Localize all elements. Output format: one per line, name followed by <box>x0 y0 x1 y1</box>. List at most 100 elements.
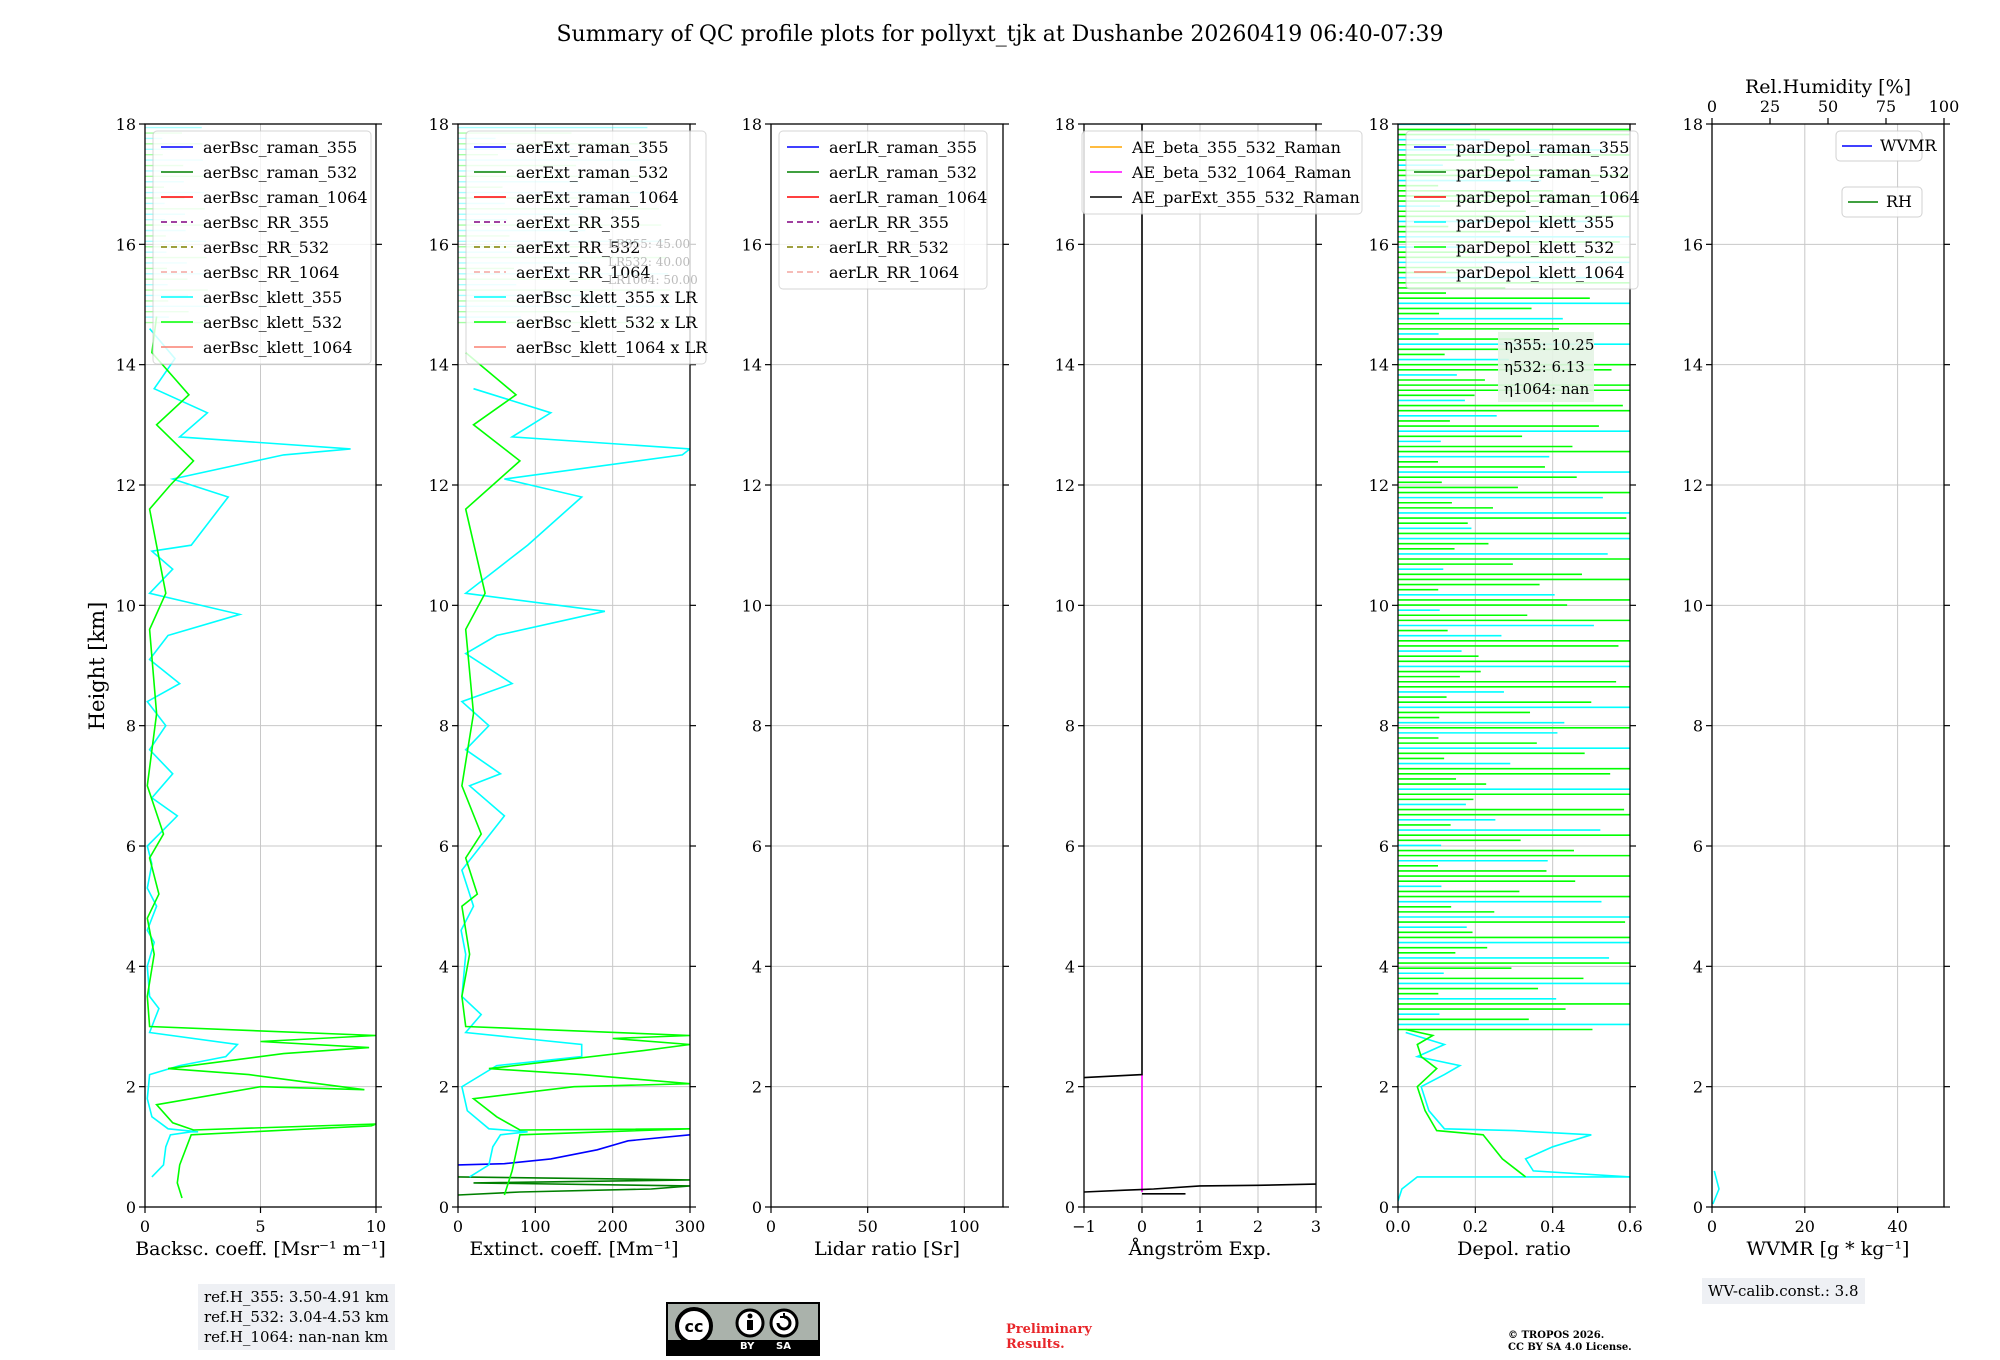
y-tick-label: 6 <box>439 837 449 856</box>
y-tick-label: 8 <box>752 717 762 736</box>
y-tick-label: 0 <box>1379 1198 1389 1217</box>
legend-label: aerBsc_raman_355 <box>203 138 357 157</box>
y-tick-label: 8 <box>1065 717 1075 736</box>
y-tick-label: 8 <box>439 717 449 736</box>
panel-lr: 0 50 100 0 2 4 6 8 10 12 14 16 18 Lidar ratio [Sr] aer… <box>742 115 1009 1260</box>
cc-license-icon: cc <box>675 1307 799 1342</box>
cc-license-badge: cc BY SA <box>666 1302 820 1356</box>
series-raman_355 <box>458 1134 690 1166</box>
y-tick-label: 2 <box>439 1078 449 1097</box>
legend-label: aerExt_RR_355 <box>516 213 640 232</box>
x-tick-label-depol: 0.6 <box>1617 1217 1642 1236</box>
series-klett_355 <box>146 328 351 1178</box>
series-klett_532 <box>146 316 376 1199</box>
y-tick-label: 10 <box>1683 596 1703 615</box>
y-tick-label: 14 <box>1683 356 1703 375</box>
legend-box <box>778 130 988 290</box>
y-tick-label: 4 <box>752 957 762 976</box>
x-tick-label-ae: 1 <box>1195 1217 1205 1236</box>
y-tick-label: 0 <box>126 1198 136 1217</box>
legend-lr: aerLR_raman_355 aerLR_raman_532 aerLR_rama… <box>778 130 988 290</box>
legend-label: aerLR_RR_1064 <box>829 263 959 282</box>
y-tick-label: 6 <box>752 837 762 856</box>
y-tick-label: 4 <box>439 957 449 976</box>
y-tick-label: 2 <box>1065 1078 1075 1097</box>
x-tick-label-depol: 0.4 <box>1540 1217 1565 1236</box>
x-tick-label-ext: 100 <box>520 1217 551 1236</box>
x-axis-label-ae: Ångström Exp. <box>1128 1238 1272 1260</box>
legend-label: aerLR_raman_355 <box>829 138 977 157</box>
y-tick-label: 10 <box>429 596 449 615</box>
series-klett_355 <box>1712 1170 1720 1205</box>
y-tick-label: 18 <box>429 115 449 134</box>
y-tick-label: 12 <box>1683 476 1703 495</box>
x-tick-label-bsc: 10 <box>366 1217 386 1236</box>
y-tick-label: 2 <box>752 1078 762 1097</box>
y-tick-label: 18 <box>1683 115 1703 134</box>
eta-label: η1064: nan <box>1504 380 1590 398</box>
wv-calib-text: WV-calib.const.: 3.8 <box>1708 1282 1859 1300</box>
x-tick-label-ae: 2 <box>1253 1217 1263 1236</box>
y-tick-label: 2 <box>1379 1078 1389 1097</box>
y-tick-label: 4 <box>1379 957 1389 976</box>
legend-ext: aerExt_raman_355 aerExt_raman_532 aerExt_r… <box>465 130 708 365</box>
legend-label: aerBsc_RR_1064 <box>203 263 339 282</box>
legend-label: aerBsc_klett_532 x LR <box>516 313 698 332</box>
legend-label: aerBsc_klett_532 <box>203 313 342 332</box>
legend-label-wvmr: WVMR <box>1880 136 1937 155</box>
x-tick-label-lr: 0 <box>766 1217 776 1236</box>
series-ae3 <box>1084 1183 1316 1193</box>
y-tick-label: 6 <box>126 837 136 856</box>
x-tick-label-ae: −1 <box>1072 1217 1096 1236</box>
wv-calib-box: WV-calib.const.: 3.8 <box>1702 1278 1865 1304</box>
legend-label: aerBsc_raman_532 <box>203 163 357 182</box>
x-tick-label-ext: 0 <box>453 1217 463 1236</box>
legend-label: parDepol_raman_532 <box>1456 163 1629 182</box>
eta-box <box>1498 332 1594 402</box>
reference-heights-box: ref.H_355: 3.50-4.91 km ref.H_532: 3.04-… <box>198 1284 395 1350</box>
legend-wv: WVMR RH <box>1835 130 1937 218</box>
y-tick-label: 18 <box>1055 115 1075 134</box>
ref-height-355: ref.H_355: 3.50-4.91 km <box>204 1288 389 1306</box>
y-tick-label: 2 <box>1693 1078 1703 1097</box>
legend-depol: parDepol_raman_355 parDepol_raman_532 parD… <box>1405 130 1640 290</box>
y-tick-label: 8 <box>1379 717 1389 736</box>
legend-label: aerExt_RR_1064 <box>516 263 651 282</box>
axes-frame-bsc <box>144 123 377 1208</box>
cc-bar: BY SA <box>668 1340 818 1354</box>
y-tick-label: 10 <box>1055 596 1075 615</box>
y-tick-label: 16 <box>1055 235 1075 254</box>
legend-box <box>1405 130 1639 290</box>
y-tick-label: 16 <box>1683 235 1703 254</box>
x-tick-label-wv: 0 <box>1707 1217 1717 1236</box>
series-klett_532 <box>1405 1028 1527 1178</box>
x-tick-label-bsc: 0 <box>140 1217 150 1236</box>
legend-box <box>152 130 372 365</box>
x-tick-label-depol: 0.0 <box>1385 1217 1410 1236</box>
y-tick-label: 12 <box>116 476 136 495</box>
x-tick-label-ae: 0 <box>1137 1217 1147 1236</box>
legend-label: aerExt_raman_1064 <box>516 188 679 207</box>
legend-label: AE_beta_532_1064_Raman <box>1131 163 1351 182</box>
lr-annotation: LR355: 45.00 <box>608 237 690 251</box>
legend-bsc: aerBsc_raman_355 aerBsc_raman_532 aerBsc_r… <box>152 130 372 365</box>
series-klett_532 <box>461 351 690 1196</box>
axes-frame-depol <box>1397 123 1631 1208</box>
panel-ext: 0 100 200 300 0 2 4 6 8 10 12 14 16 18 Extinct. coeff.… <box>429 115 709 1260</box>
y-tick-label: 18 <box>1369 115 1389 134</box>
lr-annotation: LR1064: 50.00 <box>608 273 698 287</box>
legend-label: parDepol_raman_1064 <box>1456 188 1640 207</box>
legend-ae: AE_beta_355_532_Raman AE_beta_532_1064_Ra… <box>1081 130 1363 215</box>
y-tick-label: 18 <box>742 115 762 134</box>
ref-height-532: ref.H_532: 3.04-4.53 km <box>204 1308 389 1326</box>
legend-label: aerBsc_RR_355 <box>203 213 329 232</box>
legend-label: parDepol_klett_532 <box>1456 238 1614 257</box>
panel-depol: 0.0 0.2 0.4 0.6 0 2 4 6 8 10 12 14 16 18 Depol. ratio p… <box>1369 115 1643 1260</box>
panel-wv: 0 20 40 0 2 4 6 8 10 12 14 16 18 WVMR [g * kg⁻¹] 0 25 50… <box>1683 76 1960 1260</box>
series-ae3 <box>1084 124 1143 1079</box>
axes-frame-ext <box>457 123 691 1208</box>
preliminary-line-2: Results. <box>1006 1337 1065 1352</box>
y-tick-label: 12 <box>1369 476 1389 495</box>
